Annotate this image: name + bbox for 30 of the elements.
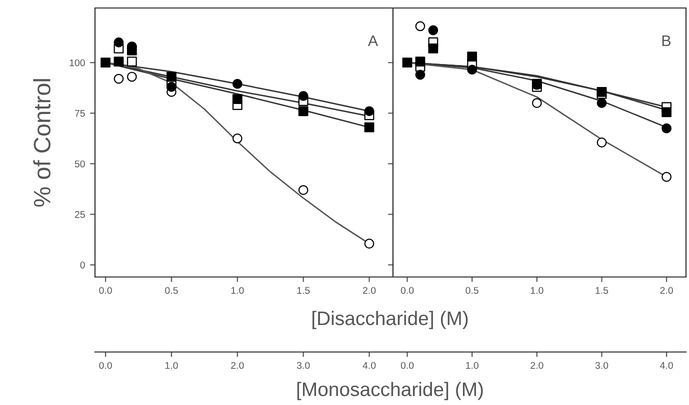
x2-tick-label: 2.0 bbox=[231, 362, 244, 369]
x2-tick-label: 1.0 bbox=[165, 362, 178, 369]
x-tick-label: 0.5 bbox=[165, 286, 178, 294]
x-tick-label: 1.5 bbox=[297, 287, 310, 294]
y-tick-label: 50 bbox=[74, 160, 85, 168]
x2-tick-label: 0.0 bbox=[99, 362, 112, 369]
x2-tick-label: 3.0 bbox=[595, 362, 608, 369]
x2-tick-label: 0.0 bbox=[400, 362, 414, 369]
x-tick-label: 0.0 bbox=[400, 286, 414, 294]
x2-tick-label: 3.0 bbox=[296, 362, 310, 369]
x-axis-title: [Disaccharide] (M) bbox=[312, 310, 468, 330]
x-tick-label: 2.0 bbox=[660, 286, 673, 294]
y-tick-label: 100 bbox=[70, 59, 85, 66]
x-tick-label: 1.0 bbox=[530, 286, 544, 294]
x-tick-label: 1.0 bbox=[231, 286, 244, 294]
y-tick-label: 75 bbox=[74, 110, 85, 117]
x2-axis-title: [Monosaccharide] (M) bbox=[297, 382, 483, 400]
x2-tick-label: 4.0 bbox=[660, 362, 673, 369]
x-tick-label: 0.0 bbox=[99, 286, 112, 294]
x-tick-label: 0.5 bbox=[466, 286, 478, 294]
x2-tick-label: 4.0 bbox=[362, 362, 376, 369]
x-tick-label: 2.0 bbox=[363, 286, 376, 294]
annotation: B bbox=[662, 35, 671, 46]
x2-tick-label: 1.0 bbox=[466, 362, 478, 369]
annotation: A bbox=[368, 35, 378, 46]
y-tick-label: 0 bbox=[80, 262, 85, 268]
x-tick-label: 1.5 bbox=[596, 287, 608, 294]
y-tick-label: 25 bbox=[74, 211, 85, 218]
y-axis-title: % of Control bbox=[33, 79, 51, 207]
x2-tick-label: 2.0 bbox=[530, 362, 544, 369]
